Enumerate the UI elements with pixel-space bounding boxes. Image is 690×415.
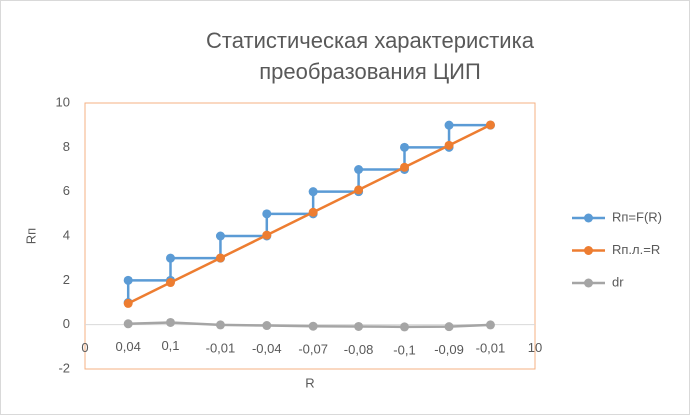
marker — [354, 165, 364, 174]
marker — [485, 320, 495, 330]
marker — [354, 185, 364, 195]
y-tick-label: 6 — [63, 183, 70, 198]
marker — [485, 120, 495, 130]
marker — [123, 275, 133, 285]
legend-marker — [584, 278, 593, 288]
marker — [444, 120, 454, 130]
data-label: -0,1 — [393, 342, 415, 357]
marker — [123, 319, 133, 329]
marker — [354, 321, 364, 331]
data-label: -0,07 — [298, 342, 328, 357]
x-axis-title: R — [305, 375, 314, 390]
legend-marker — [584, 213, 593, 223]
marker — [308, 187, 318, 197]
marker — [215, 231, 225, 241]
marker — [215, 253, 225, 263]
plot-area — [84, 102, 536, 370]
legend-marker — [584, 246, 593, 255]
y-tick-label: 2 — [63, 272, 70, 287]
marker — [166, 278, 175, 288]
data-label: -0,08 — [344, 342, 374, 357]
data-label: 0,04 — [116, 339, 141, 354]
y-tick-label: 0 — [63, 316, 70, 331]
data-label: -0,04 — [252, 341, 282, 356]
y-tick-label: -2 — [58, 360, 70, 375]
marker — [444, 322, 454, 332]
y-axis-title: Rп — [23, 228, 38, 244]
data-label: 0,1 — [161, 338, 179, 353]
legend-label: Rп=F(R) — [612, 209, 662, 224]
marker — [262, 230, 272, 240]
chart-title: преобразования ЦИП — [259, 59, 481, 84]
marker — [400, 162, 409, 172]
marker — [308, 207, 318, 217]
y-tick-label: 4 — [63, 227, 70, 242]
legend-label: Rп.л.=R — [612, 242, 660, 257]
marker — [215, 320, 225, 330]
marker — [308, 321, 318, 331]
data-label: -0,09 — [434, 342, 464, 357]
chart-title: Статистическая характеристика — [206, 28, 535, 53]
legend-label: dr — [612, 274, 624, 289]
marker — [123, 298, 133, 308]
marker — [400, 142, 409, 152]
data-label: -0,01 — [206, 340, 236, 355]
marker — [262, 209, 272, 219]
marker — [262, 321, 272, 331]
marker — [166, 253, 175, 263]
y-tick-label: 10 — [56, 94, 70, 109]
marker — [444, 140, 454, 150]
y-tick-label: 8 — [63, 139, 70, 154]
data-label: -0,01 — [476, 340, 506, 355]
x-tick-label: 10 — [528, 340, 542, 355]
marker — [400, 322, 409, 332]
marker — [166, 317, 175, 327]
x-tick-label: 0 — [81, 340, 88, 355]
